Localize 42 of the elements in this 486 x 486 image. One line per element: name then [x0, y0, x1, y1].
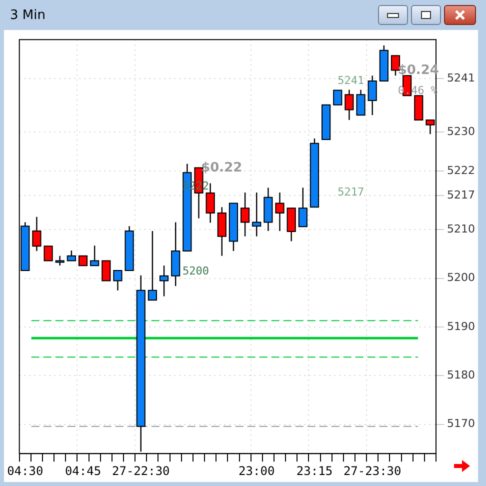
candlestick [368, 75, 377, 116]
candlestick [240, 192, 250, 237]
x-tick-label: 04:30 [7, 464, 44, 478]
candlestick [148, 230, 158, 301]
annotation: 5222 [182, 179, 210, 192]
candlestick [90, 245, 100, 266]
annotation: 5241 [338, 74, 364, 87]
y-tick-label: 5170 [447, 417, 476, 430]
y-tick-label: 5230 [447, 125, 476, 138]
y-tick-label: 5200 [447, 271, 476, 284]
candlestick [298, 187, 308, 228]
x-tick-label: 04:45 [64, 464, 102, 478]
candlestick [44, 246, 53, 262]
candlestick [333, 90, 342, 106]
candlestick [78, 255, 88, 266]
annotation: 5217 [338, 186, 364, 199]
chart-title: 3 Min [10, 8, 46, 22]
candlestick [356, 89, 366, 116]
candlestick [113, 270, 122, 292]
candlestick [159, 264, 169, 297]
candlestick [275, 192, 284, 232]
y-tick-label: 5217 [447, 188, 476, 202]
candlestick [217, 206, 226, 256]
y-tick-label: 5222 [447, 164, 476, 177]
candlestick [66, 250, 76, 262]
candlestick [55, 255, 64, 266]
y-tick-label: 5210 [447, 222, 476, 236]
candlestick [344, 89, 354, 121]
candlestick [102, 260, 111, 282]
x-tick-label: 23:15 [296, 464, 333, 478]
y-tick-label: 5190 [447, 320, 476, 333]
x-tick-label: 27-22:30 [112, 464, 170, 478]
annotation: 5200 [182, 264, 210, 278]
annotation: $0.22 [201, 160, 242, 176]
candlestick [390, 55, 400, 76]
y-tick-label: 5180 [447, 368, 476, 382]
y-tick-label: 5241 [447, 71, 476, 84]
candlestick [32, 216, 42, 252]
x-tick-label: 23:00 [238, 464, 275, 478]
candlestick [286, 208, 296, 242]
candlestick [252, 192, 262, 237]
x-tick-label: 27-23:30 [343, 464, 402, 478]
